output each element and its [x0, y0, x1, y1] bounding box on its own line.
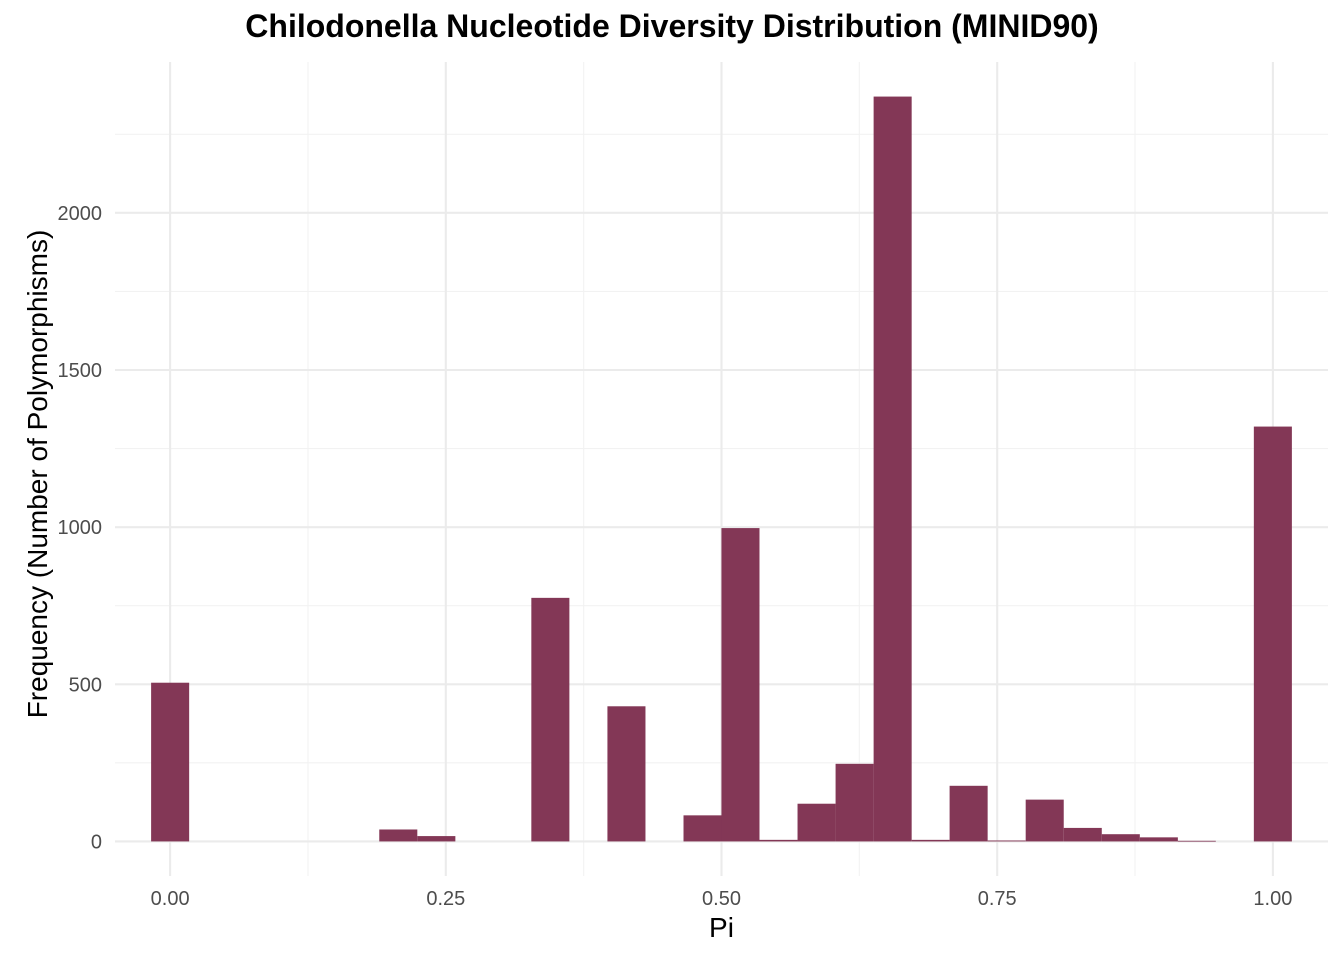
histogram-bar — [531, 597, 570, 842]
histogram-bar — [1101, 834, 1140, 842]
y-tick-label: 500 — [69, 674, 102, 696]
x-tick-label: 0.00 — [151, 888, 190, 910]
x-tick-label: 0.25 — [426, 888, 465, 910]
x-tick-label: 0.75 — [978, 888, 1017, 910]
histogram-bar — [911, 839, 950, 842]
x-tick-label: 1.00 — [1253, 888, 1292, 910]
x-axis-label: Pi — [709, 912, 734, 943]
x-tick-labels: 0.00 0.25 0.50 0.75 1.00 — [151, 888, 1293, 910]
y-tick-label: 1500 — [58, 360, 103, 382]
histogram-bar — [417, 836, 456, 842]
histogram-bar — [949, 785, 988, 842]
chart-title: Chilodonella Nucleotide Diversity Distri… — [245, 8, 1099, 44]
histogram-bar — [759, 839, 798, 842]
histogram-bar — [721, 528, 760, 842]
histogram-bar — [873, 96, 912, 842]
y-tick-labels: 0 500 1000 1500 2000 — [58, 203, 103, 854]
histogram-bar — [797, 803, 836, 842]
y-tick-label: 0 — [91, 831, 102, 853]
histogram-bar — [683, 815, 722, 842]
histogram-bar — [987, 840, 1026, 842]
histogram-bar — [1063, 827, 1102, 842]
x-tick-label: 0.50 — [702, 888, 741, 910]
y-tick-label: 2000 — [58, 203, 103, 225]
histogram-bar — [379, 829, 418, 842]
histogram-bar — [151, 682, 190, 842]
histogram-bar — [1177, 840, 1216, 842]
histogram-bar — [1025, 799, 1064, 842]
histogram-bar — [607, 706, 646, 842]
histogram-bar — [1253, 426, 1292, 842]
histogram-bars — [151, 96, 1292, 842]
histogram-bar — [835, 763, 874, 842]
y-tick-label: 1000 — [58, 517, 103, 539]
histogram-bar — [1139, 837, 1178, 842]
y-axis-label: Frequency (Number of Polymorphisms) — [22, 229, 53, 719]
